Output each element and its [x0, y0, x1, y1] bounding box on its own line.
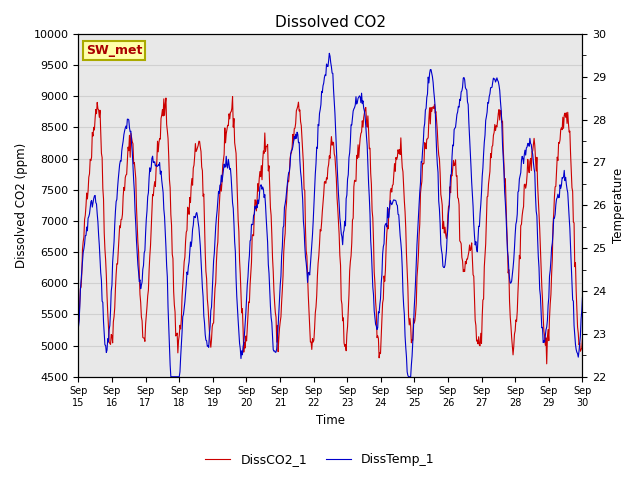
Y-axis label: Temperature: Temperature: [612, 168, 625, 243]
DissTemp_1: [408, 362, 415, 368]
DissTemp_1: [188, 244, 195, 250]
DissCO2_1: [228, 94, 236, 99]
DissTemp_1: [393, 202, 401, 207]
DissCO2_1: [579, 336, 586, 341]
DissTemp_1: [84, 228, 92, 234]
DissCO2_1: [213, 245, 221, 251]
DissCO2_1: [84, 196, 92, 202]
DissCO2_1: [407, 323, 415, 328]
Text: SW_met: SW_met: [86, 44, 142, 57]
Legend: DissCO2_1, DissTemp_1: DissCO2_1, DissTemp_1: [200, 448, 440, 471]
DissCO2_1: [187, 200, 195, 205]
Title: Dissolved CO2: Dissolved CO2: [275, 15, 386, 30]
DissTemp_1: [326, 50, 333, 56]
Y-axis label: Dissolved CO2 (ppm): Dissolved CO2 (ppm): [15, 143, 28, 268]
DissTemp_1: [579, 294, 586, 300]
DissCO2_1: [136, 270, 143, 276]
DissCO2_1: [543, 361, 550, 367]
DissTemp_1: [214, 198, 221, 204]
DissCO2_1: [74, 321, 82, 327]
Line: DissCO2_1: DissCO2_1: [78, 96, 582, 364]
DissTemp_1: [167, 374, 175, 380]
DissTemp_1: [74, 325, 82, 331]
DissCO2_1: [392, 155, 400, 160]
X-axis label: Time: Time: [316, 414, 345, 427]
Line: DissTemp_1: DissTemp_1: [78, 53, 582, 377]
DissTemp_1: [136, 279, 143, 285]
